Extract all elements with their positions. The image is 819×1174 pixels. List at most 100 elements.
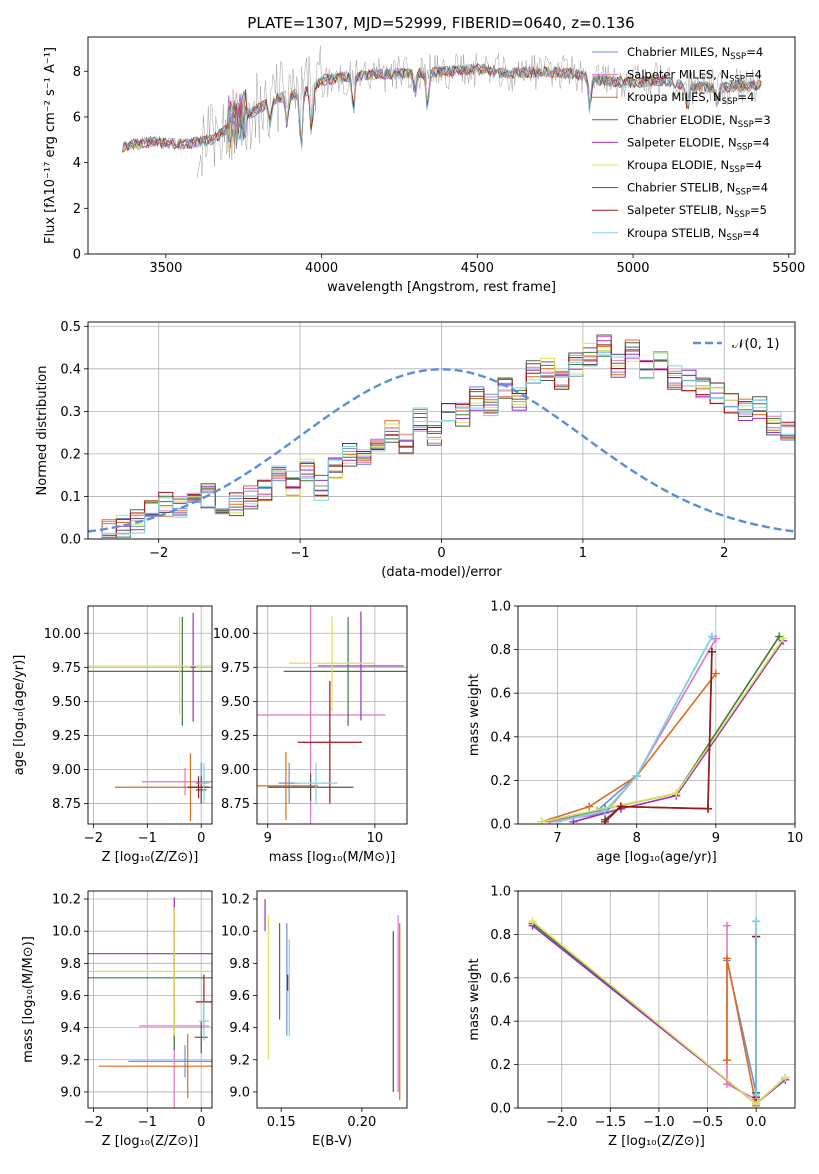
y-tick-label: 0.8: [490, 928, 511, 943]
plot-area-age-vs-mass: [257, 606, 407, 824]
y-tick-label: 8.75: [221, 797, 250, 812]
legend-series-name: Kroupa ELODIE: [627, 158, 713, 172]
legend-series-name: Chabrier STELIB: [627, 181, 719, 195]
legend-series-name: Kroupa STELIB: [627, 226, 711, 240]
legend-label: Chabrier STELIB, NSSP=4: [627, 181, 768, 198]
legend-nssp: =4: [745, 158, 762, 172]
x-tick-label: 0: [437, 546, 445, 561]
legend-n: , N: [711, 226, 727, 240]
legend-n: , N: [714, 45, 730, 59]
x-tick-label: 8: [633, 831, 641, 846]
data-point-marker: [601, 817, 610, 824]
x-axis-label: age [log₁₀(age/yr)]: [596, 850, 717, 865]
y-tick-label: 0.2: [490, 774, 511, 789]
data-point-marker: [569, 817, 578, 824]
y-tick-label: 0: [73, 248, 81, 263]
x-tick-label: 0: [197, 1115, 205, 1130]
legend-subscript: SSP: [729, 75, 745, 85]
axes-age-vs-Z: −2 −1 0 8.75 9.00 9.25 9.50 9.75 10.00 Z [log₁₀(Z…: [12, 605, 213, 865]
y-tick-label: 1.0: [490, 600, 511, 615]
x-axis-label: E(B-V): [312, 1134, 352, 1149]
axes-mass-weight-vs-Z: −2.0 −1.5 −1.0 −0.5 0.0 0.0 0.2 0.4 0.6 0.8 1.0 Z […: [467, 885, 796, 1149]
axes-age-vs-mass: 9 10 8.75 9.00 9.25 9.50 9.75 10.00 mass [log₁₀(…: [213, 605, 408, 865]
mass-weight-line: [541, 638, 784, 823]
y-tick-label: 10.2: [221, 893, 250, 908]
mass-weight-line: [557, 636, 713, 823]
y-tick-label: 0.4: [490, 1015, 511, 1030]
data-point-marker: [585, 802, 594, 811]
y-tick-label: 0.6: [490, 971, 511, 986]
y-tick-label: 0.1: [60, 490, 81, 505]
y-tick-label: 0.8: [490, 643, 511, 658]
legend-subscript: SSP: [722, 97, 738, 107]
plot-area-mass-vs-ebv: [264, 899, 401, 1100]
legend-label: Kroupa STELIB, NSSP=4: [627, 226, 759, 243]
legend-label: Kroupa MILES, NSSP=4: [627, 90, 754, 107]
y-tick-label: 9.50: [52, 695, 81, 710]
y-tick-label: 8.75: [52, 797, 81, 812]
data-point-marker: [722, 1056, 731, 1065]
y-axis-label: mass weight: [467, 674, 482, 756]
data-point-marker: [707, 647, 716, 656]
y-axis-label: mass weight: [467, 958, 482, 1040]
data-point-marker: [703, 804, 712, 813]
data-point-marker: [779, 634, 788, 643]
y-tick-label: 9.6: [60, 989, 81, 1004]
legend-label: Salpeter MILES, NSSP=4: [627, 68, 762, 85]
x-tick-label: 3500: [149, 261, 182, 276]
y-tick-label: 9.00: [52, 763, 81, 778]
spectrum-line: [121, 63, 762, 153]
legend-nssp: =4: [751, 181, 768, 195]
x-tick-label: 1: [579, 546, 587, 561]
legend-series-name: Chabrier MILES: [627, 45, 714, 59]
x-tick-label: −1: [291, 546, 310, 561]
legend-series-name: Salpeter ELODIE: [627, 135, 721, 149]
plot-area-mass-vs-Z: [88, 897, 212, 1108]
y-tick-label: 9.4: [60, 1021, 81, 1036]
y-tick-label: 9.8: [60, 957, 81, 972]
gaussian-curve: [88, 368, 795, 533]
legend-subscript: SSP: [729, 165, 745, 175]
y-tick-label: 9.0: [229, 1085, 250, 1100]
legend-n: , N: [719, 181, 735, 195]
y-axis-label: Flux [fλ10⁻¹⁷ erg cm⁻² s⁻¹ A⁻¹]: [43, 47, 58, 244]
y-tick-label: 10.00: [44, 627, 81, 642]
legend-nssp: =4: [742, 226, 759, 240]
histogram-step: [88, 340, 795, 539]
y-axis-label: age [log₁₀(age/yr)]: [12, 655, 27, 776]
x-tick-label: −1.0: [643, 1115, 675, 1130]
x-tick-label: −2: [84, 1115, 103, 1130]
y-tick-label: 0.2: [60, 447, 81, 462]
x-tick-label: 7: [553, 831, 561, 846]
axes-frame: [87, 36, 796, 255]
mass-weight-line: [726, 921, 757, 1093]
y-tick-label: 0.0: [490, 818, 511, 833]
legend-n: , N: [713, 68, 729, 82]
legend-n: , N: [713, 158, 729, 172]
legend-label: Salpeter STELIB, NSSP=5: [627, 203, 767, 220]
y-tick-label: 9.6: [229, 989, 250, 1004]
axes-spectrum: 3500 4000 4500 5000 5500 0 2 4 6 8 wavelength [Ang…: [43, 36, 805, 295]
data-point-marker: [616, 802, 625, 811]
y-tick-label: 9.00: [221, 763, 250, 778]
legend-n: , N: [718, 203, 734, 217]
x-tick-label: −2: [149, 546, 168, 561]
legend-n: , N: [706, 90, 722, 104]
y-axis-label: Normed distribution: [35, 366, 50, 496]
x-tick-label: 9: [712, 831, 720, 846]
y-tick-label: 9.4: [229, 1021, 250, 1036]
legend-subscript: SSP: [727, 233, 743, 243]
axes-mass-vs-ebv: 0.15 0.20 9.0 9.2 9.4 9.6 9.8 10.0 10.2 E(B-V): [221, 890, 408, 1149]
y-tick-label: 9.0: [60, 1085, 81, 1100]
x-tick-label: 2: [720, 546, 728, 561]
axes-residual-hist: −2 −1 0 1 2 0.0 0.1 0.2 0.3 0.4 0.5 (data-model)/er…: [35, 320, 796, 580]
mass-weight-line: [604, 651, 713, 823]
legend-label: Chabrier MILES, NSSP=4: [627, 45, 763, 62]
axes-frame: [517, 890, 796, 1109]
axes-frame: [517, 605, 796, 825]
y-tick-label: 10.00: [213, 627, 250, 642]
data-point-marker: [528, 917, 537, 926]
plot-area-mass-weight-vs-Z: [528, 917, 790, 1108]
legend-nssp: =4: [753, 135, 770, 149]
